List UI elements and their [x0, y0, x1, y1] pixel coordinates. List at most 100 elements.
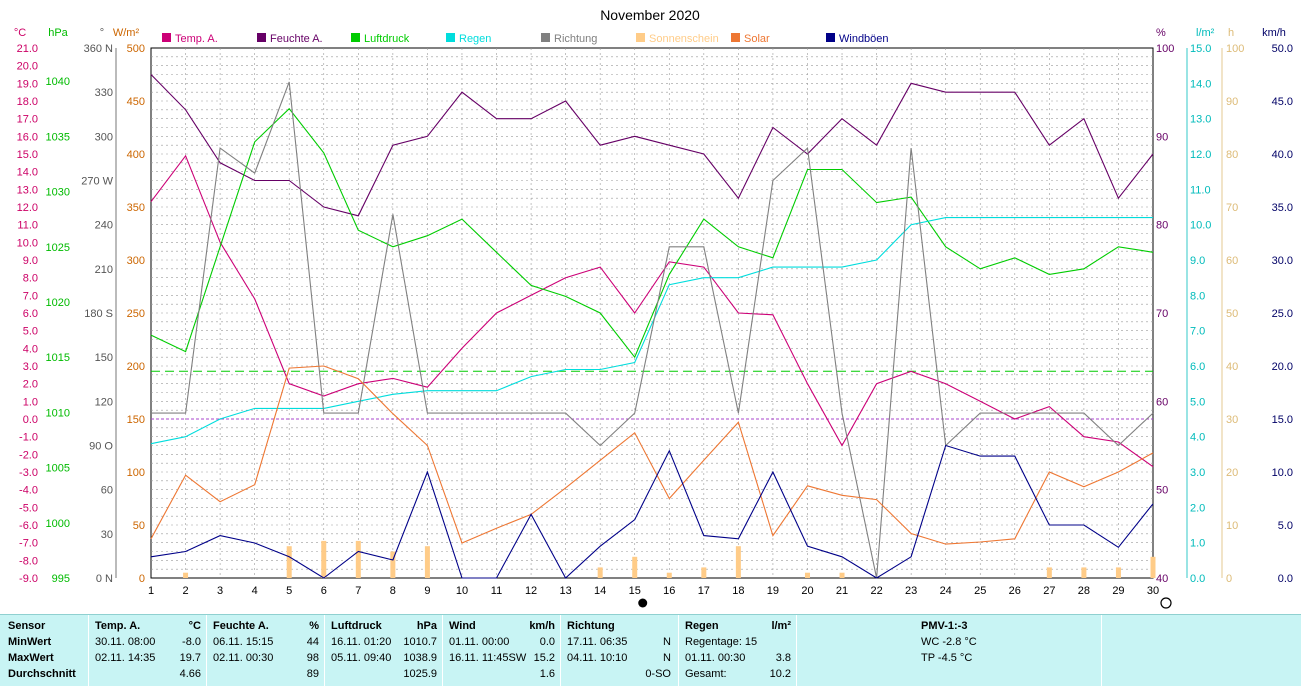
rain-tick-label: 13.0: [1190, 114, 1211, 126]
legend-swatch: [731, 33, 740, 42]
humidity-tick-label: 40: [1156, 573, 1168, 585]
direction-tick-label: 0 N: [96, 573, 113, 585]
temp-tick-label: 6.0: [23, 308, 38, 320]
rain-unit-label: l/m²: [1196, 27, 1215, 39]
temp-tick-label: 4.0: [23, 343, 38, 355]
x-tick-label: 28: [1078, 585, 1090, 597]
row-label-sensor: Sensor: [8, 620, 46, 632]
rain-tick-label: 15.0: [1190, 43, 1211, 55]
sunshine-tick-label: 90: [1226, 96, 1238, 108]
pressure-unit: hPa: [416, 620, 437, 632]
direction-tick-label: 240: [95, 220, 113, 232]
direction-tick-label: 360 N: [84, 43, 113, 55]
wind-axis-right: 50.0 45.0 40.0 35.0 30.0 25.0 20.0 15.0 10.0 5.0 0…: [1272, 43, 1293, 585]
legend-swatch: [351, 33, 360, 42]
wind-tick-label: 30.0: [1272, 255, 1293, 267]
direction-unit-label: °: [100, 27, 104, 39]
x-tick-label: 18: [732, 585, 744, 597]
legend-label: Temp. A.: [175, 33, 218, 45]
solar-tick-label: 50: [133, 520, 145, 532]
pressure-tick-label: 1035: [46, 131, 70, 143]
wind-tick-label: 50.0: [1272, 43, 1293, 55]
temp-tick-label: 12.0: [17, 202, 38, 214]
empty-column: [1101, 615, 1301, 686]
row-label-max: MaxWert: [8, 652, 54, 664]
rain-unit: l/m²: [771, 620, 791, 632]
humidity-header: Feuchte A.: [213, 620, 269, 632]
temp-header: Temp. A.: [95, 620, 141, 632]
sunshine-bar: [321, 540, 327, 578]
rain-max-value: 3.8: [775, 652, 791, 664]
sunshine-tick-label: 30: [1226, 414, 1238, 426]
legend-label: Luftdruck: [364, 33, 410, 45]
moon-phase-icon: [1160, 597, 1172, 609]
temp-tick-label: 7.0: [23, 290, 38, 302]
humidity-min-time: 06.11. 15:15: [213, 636, 274, 648]
rain-tick-label: 4.0: [1190, 432, 1205, 444]
rain-axis-right: 15.0 14.0 13.0 12.0 11.0 10.0 9.0 8.0 7.0 6.0 5.0 4…: [1190, 43, 1211, 585]
rain-column: Regen l/m² Regentage: 15 01.11. 00:30 3.…: [678, 615, 797, 686]
wind-min-time: 01.11. 00:00: [449, 636, 510, 648]
wind-tick-label: 35.0: [1272, 202, 1293, 214]
x-tick-label: 13: [559, 585, 571, 597]
pressure-max-value: 1038.9: [403, 652, 437, 664]
temp-tick-label: 15.0: [17, 149, 38, 161]
sunshine-unit-label: h: [1228, 27, 1234, 39]
x-tick-label: 6: [321, 585, 327, 597]
temp-unit: °C: [188, 620, 201, 632]
rain-tick-label: 14.0: [1190, 78, 1211, 90]
direction-tick-label: 300: [95, 131, 113, 143]
direction-max-time: 04.11. 10:10: [567, 652, 628, 664]
legend-swatch: [257, 33, 266, 42]
rain-tick-label: 10.0: [1190, 220, 1211, 232]
pressure-tick-label: 1000: [46, 518, 70, 530]
rain-tick-label: 0.0: [1190, 573, 1205, 585]
sunshine-bar: [597, 567, 603, 578]
sunshine-tick-label: 10: [1226, 520, 1238, 532]
rain-tick-label: 8.0: [1190, 290, 1205, 302]
temp-tick-label: -6.0: [19, 520, 38, 532]
sunshine-tick-label: 80: [1226, 149, 1238, 161]
moon-phase-icon: [638, 598, 648, 608]
legend-swatch: [541, 33, 550, 42]
pmv-dewpoint: TP -4.5 °C: [921, 652, 973, 664]
wind-header: Wind: [449, 620, 476, 632]
wind-tick-label: 40.0: [1272, 149, 1293, 161]
solar-tick-label: 0: [139, 573, 145, 585]
humidity-max-value: 98: [306, 652, 319, 664]
temp-tick-label: 9.0: [23, 255, 38, 267]
temp-tick-label: -5.0: [19, 502, 38, 514]
legend-label: Windböen: [839, 33, 889, 45]
temp-max-value: 19.7: [179, 652, 201, 664]
series-line-solar: [150, 365, 1154, 545]
wind-unit: km/h: [529, 620, 555, 632]
humidity-tick-label: 50: [1156, 485, 1168, 497]
temp-tick-label: 19.0: [17, 78, 38, 90]
rain-tick-label: 9.0: [1190, 255, 1205, 267]
sunshine-bar: [424, 546, 430, 578]
solar-tick-label: 400: [127, 149, 145, 161]
legend-label: Feuchte A.: [270, 33, 323, 45]
direction-tick-label: 60: [101, 485, 113, 497]
direction-tick-label: 90 O: [89, 441, 113, 453]
temp-tick-label: 17.0: [17, 114, 38, 126]
pressure-tick-label: 1020: [46, 297, 70, 309]
x-tick-label: 14: [594, 585, 606, 597]
sunshine-bar: [355, 540, 361, 578]
pressure-header: Luftdruck: [331, 620, 382, 632]
sunshine-tick-label: 70: [1226, 202, 1238, 214]
direction-max-value: N: [663, 652, 671, 664]
x-tick-label: 5: [286, 585, 292, 597]
humidity-axis-right: 100 90 80 70 60 50 40: [1156, 43, 1174, 585]
humidity-tick-label: 60: [1156, 396, 1168, 408]
x-tick-label: 8: [390, 585, 396, 597]
temp-tick-label: 13.0: [17, 184, 38, 196]
row-label-average: Durchschnitt: [8, 668, 76, 680]
rain-tick-label: 2.0: [1190, 502, 1205, 514]
direction-tick-label: 120: [95, 396, 113, 408]
sunshine-bar: [390, 551, 396, 578]
x-tick-label: 29: [1112, 585, 1124, 597]
temp-tick-label: 5.0: [23, 326, 38, 338]
direction-average-value: 0-SO: [645, 668, 671, 680]
